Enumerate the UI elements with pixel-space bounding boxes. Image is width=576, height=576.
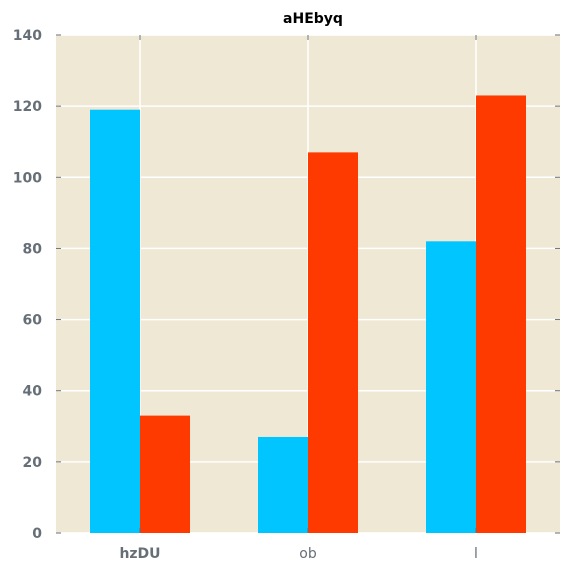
y-tick-label: 120 <box>13 99 42 115</box>
bar-ob-series-1 <box>258 436 308 533</box>
x-tick-label: ob <box>299 546 317 562</box>
y-tick-label: 140 <box>13 28 42 44</box>
y-tick-label: 80 <box>23 241 43 257</box>
y-tick-label: 60 <box>23 313 43 329</box>
x-tick-labels: hzDU ob l <box>119 546 478 562</box>
bar-hzDU-series-1 <box>90 109 140 533</box>
y-tick-labels: 0 20 40 60 80 100 120 140 <box>13 28 42 542</box>
y-tick-label: 100 <box>13 170 42 186</box>
bars <box>90 95 526 534</box>
bar-l-series-2 <box>476 95 526 533</box>
bar-hzDU-series-2 <box>140 415 190 533</box>
chart-title: aHEbyq <box>283 11 343 27</box>
x-tick-label: hzDU <box>119 546 160 562</box>
tick-marks <box>56 34 560 534</box>
bar-l-series-1 <box>426 241 476 534</box>
y-tick-label: 0 <box>32 526 42 542</box>
x-tick-label: l <box>474 546 478 562</box>
y-tick-label: 40 <box>23 384 43 400</box>
y-tick-label: 20 <box>23 455 43 471</box>
bar-ob-series-2 <box>308 152 358 533</box>
